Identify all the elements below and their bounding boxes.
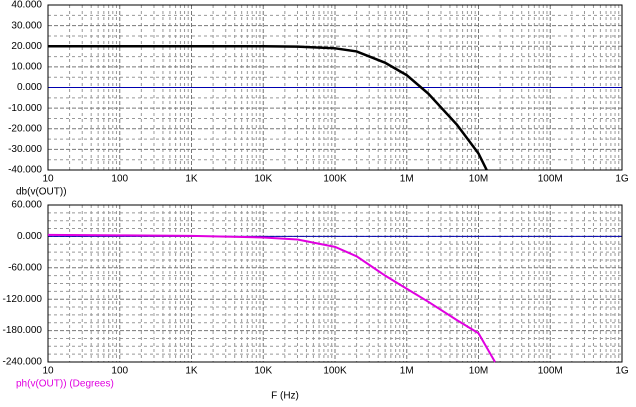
y-tick-label: 60.000 [11, 200, 42, 211]
y-tick-label: -120.000 [3, 294, 43, 305]
x-tick-label: 1M [400, 174, 414, 185]
x-tick-label: 10K [254, 366, 272, 377]
y-tick-label: 0.000 [17, 82, 42, 93]
x-tick-label: 1G [615, 174, 629, 185]
y-tick-label: -30.000 [8, 144, 42, 155]
x-tick-label: 100 [111, 366, 128, 377]
x-tick-label: 100K [323, 174, 347, 185]
x-tick-label: 10K [254, 174, 272, 185]
y-tick-label: 0.000 [17, 231, 42, 242]
x-tick-label: 100 [111, 174, 128, 185]
x-tick-label: 1M [400, 366, 414, 377]
x-tick-label: 10 [42, 366, 54, 377]
x-tick-label: 10 [42, 174, 54, 185]
x-tick-label: 10M [469, 366, 488, 377]
y-tick-label: -20.000 [8, 123, 42, 134]
plot-border [47, 204, 623, 363]
y-tick-label: -10.000 [8, 103, 42, 114]
y-tick-label: -240.000 [3, 357, 43, 368]
x-tick-label: 100M [538, 366, 563, 377]
y-tick-label: -60.000 [8, 262, 42, 273]
x-axis-label: F (Hz) [271, 391, 299, 402]
y-tick-label: 30.000 [11, 20, 42, 31]
x-tick-label: 1G [615, 366, 629, 377]
series-label: ph(v(OUT)) (Degrees) [16, 379, 114, 390]
line-series [47, 233, 496, 363]
y-tick-label: -40.000 [8, 165, 42, 176]
series-label: db(v(OUT)) [16, 187, 67, 198]
x-tick-label: 100M [538, 174, 563, 185]
y-tick-label: 10.000 [11, 62, 42, 73]
y-tick-label: -180.000 [3, 325, 43, 336]
x-tick-label: 10M [469, 174, 488, 185]
y-tick-label: 40.000 [11, 0, 42, 11]
x-tick-label: 1K [185, 366, 198, 377]
x-tick-label: 1K [185, 174, 198, 185]
plot-border [47, 4, 623, 171]
y-tick-label: 20.000 [11, 41, 42, 52]
line-series [48, 45, 488, 171]
x-tick-label: 100K [323, 366, 347, 377]
